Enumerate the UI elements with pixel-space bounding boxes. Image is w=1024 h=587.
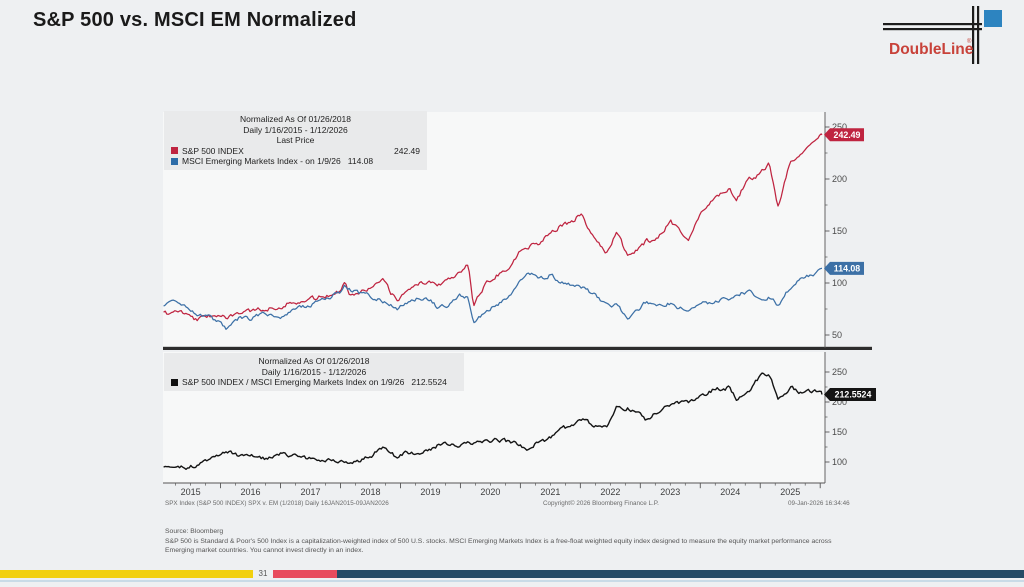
svg-text:2019: 2019 — [420, 487, 440, 497]
page-title: S&P 500 vs. MSCI EM Normalized — [33, 9, 357, 31]
bottom-hairline — [0, 580, 1024, 582]
x-axis — [163, 482, 825, 489]
svg-text:2021: 2021 — [540, 487, 560, 497]
msci-em-legend-label: MSCI Emerging Markets Index - on 1/9/26 — [182, 156, 341, 166]
svg-text:250: 250 — [832, 367, 847, 377]
disclaimer-line-2: Emerging market countries. You cannot in… — [165, 547, 364, 554]
series-line-s-p-500-index — [163, 133, 823, 322]
sp500-last-price: 242.49 — [394, 145, 420, 156]
doubleline-registered-mark: ® — [967, 38, 972, 45]
legend-row-msci-em: MSCI Emerging Markets Index - on 1/9/26 … — [171, 156, 420, 167]
accent-bar-red — [273, 570, 337, 578]
top-legend-title: Normalized As Of 01/26/2018 — [239, 114, 352, 124]
sp500-swatch — [171, 147, 178, 155]
svg-text:212.5524: 212.5524 — [835, 390, 872, 400]
source-line: Source: Bloomberg — [165, 528, 224, 535]
msci-em-last-price: 114.08 — [347, 156, 374, 166]
logo-vline-1 — [972, 6, 975, 64]
ratio-swatch — [171, 378, 178, 386]
svg-text:2017: 2017 — [300, 487, 320, 497]
svg-text:150: 150 — [832, 226, 847, 236]
axis-badge-242.49: 242.49 — [824, 128, 864, 142]
bloomberg-footer-left: SPX Index (S&P 500 INDEX) SPX v. EM (1/2… — [165, 500, 389, 507]
sp500-legend-label: S&P 500 INDEX — [182, 145, 244, 156]
svg-text:100: 100 — [832, 278, 847, 288]
chart-1-ytick-labels: 250 200 150 100 — [832, 367, 847, 467]
axis-badge-212.5524: 212.5524 — [824, 387, 876, 401]
accent-bar-yellow — [0, 570, 253, 578]
svg-text:2016: 2016 — [241, 487, 261, 497]
bottom-chart-legend: Normalized As Of 01/26/2018 Daily 1/16/2… — [164, 353, 464, 391]
bloomberg-footer-copyright: Copyright© 2026 Bloomberg Finance L.P. — [543, 500, 659, 507]
svg-text:150: 150 — [832, 427, 847, 437]
bloomberg-footer: SPX Index (S&P 500 INDEX) SPX v. EM (1/2… — [0, 500, 1024, 510]
chart-separator — [163, 346, 872, 350]
doubleline-logo-text: DoubleLine — [889, 41, 974, 58]
ratio-legend-label: S&P 500 INDEX / MSCI Emerging Markets In… — [182, 377, 405, 387]
source-block: Source: Bloomberg S&P 500 is Standard & … — [165, 527, 831, 556]
bottom-legend-title: Normalized As Of 01/26/2018 — [258, 356, 370, 366]
svg-text:2025: 2025 — [780, 487, 800, 497]
msci-em-swatch — [171, 157, 178, 165]
top-legend-header: Last Price — [276, 135, 315, 145]
legend-row-ratio: S&P 500 INDEX / MSCI Emerging Markets In… — [171, 377, 457, 388]
svg-text:200: 200 — [832, 397, 847, 407]
bottom-legend-subtitle: Daily 1/16/2015 - 1/12/2026 — [261, 366, 367, 377]
disclaimer-line-1: S&P 500 is Standard & Poor's 500 Index i… — [165, 537, 832, 545]
top-legend-subtitle: Daily 1/16/2015 - 1/12/2026 — [243, 124, 348, 135]
series-line-msci-emerging-markets-index-on-1-9 — [163, 267, 822, 330]
svg-text:2015: 2015 — [181, 487, 201, 497]
axis-badge-114.08: 114.08 — [824, 261, 864, 275]
logo-blue-square — [984, 10, 1002, 27]
svg-text:100: 100 — [832, 457, 847, 467]
svg-text:2018: 2018 — [360, 487, 380, 497]
page-number: 31 — [258, 569, 268, 578]
svg-text:2024: 2024 — [720, 487, 740, 497]
ratio-last-price: 212.5524 — [411, 377, 447, 387]
svg-text:242.49: 242.49 — [834, 130, 861, 140]
svg-text:2023: 2023 — [660, 487, 680, 497]
top-chart-legend: Normalized As Of 01/26/2018 Daily 1/16/2… — [164, 111, 427, 170]
chart-0-ytick-labels: 250 200 150 100 50 — [832, 122, 847, 340]
svg-text:114.08: 114.08 — [834, 264, 861, 274]
svg-text:2020: 2020 — [480, 487, 500, 497]
svg-text:250: 250 — [832, 122, 847, 132]
svg-text:200: 200 — [832, 174, 847, 184]
doubleline-logo: DoubleLine ® — [883, 6, 1002, 64]
chart-0-y-axis — [824, 112, 830, 348]
legend-row-sp500: S&P 500 INDEX 242.49 — [171, 146, 420, 157]
logo-hline-2 — [883, 28, 982, 31]
chart-1-y-axis — [824, 352, 830, 483]
svg-text:2022: 2022 — [600, 487, 620, 497]
accent-bar-navy — [337, 570, 1024, 578]
bloomberg-footer-timestamp: 09-Jan-2026 16:34:46 — [788, 500, 850, 507]
x-axis-year-labels: 2015 2016 2017 2018 2019 2020 2021 2022 2023 2024… — [181, 487, 801, 497]
series-line-s-p-500-index-msci-emerging-market — [163, 372, 823, 470]
logo-vline-2 — [977, 6, 980, 64]
svg-text:50: 50 — [832, 330, 842, 340]
logo-hline-1 — [883, 23, 982, 26]
